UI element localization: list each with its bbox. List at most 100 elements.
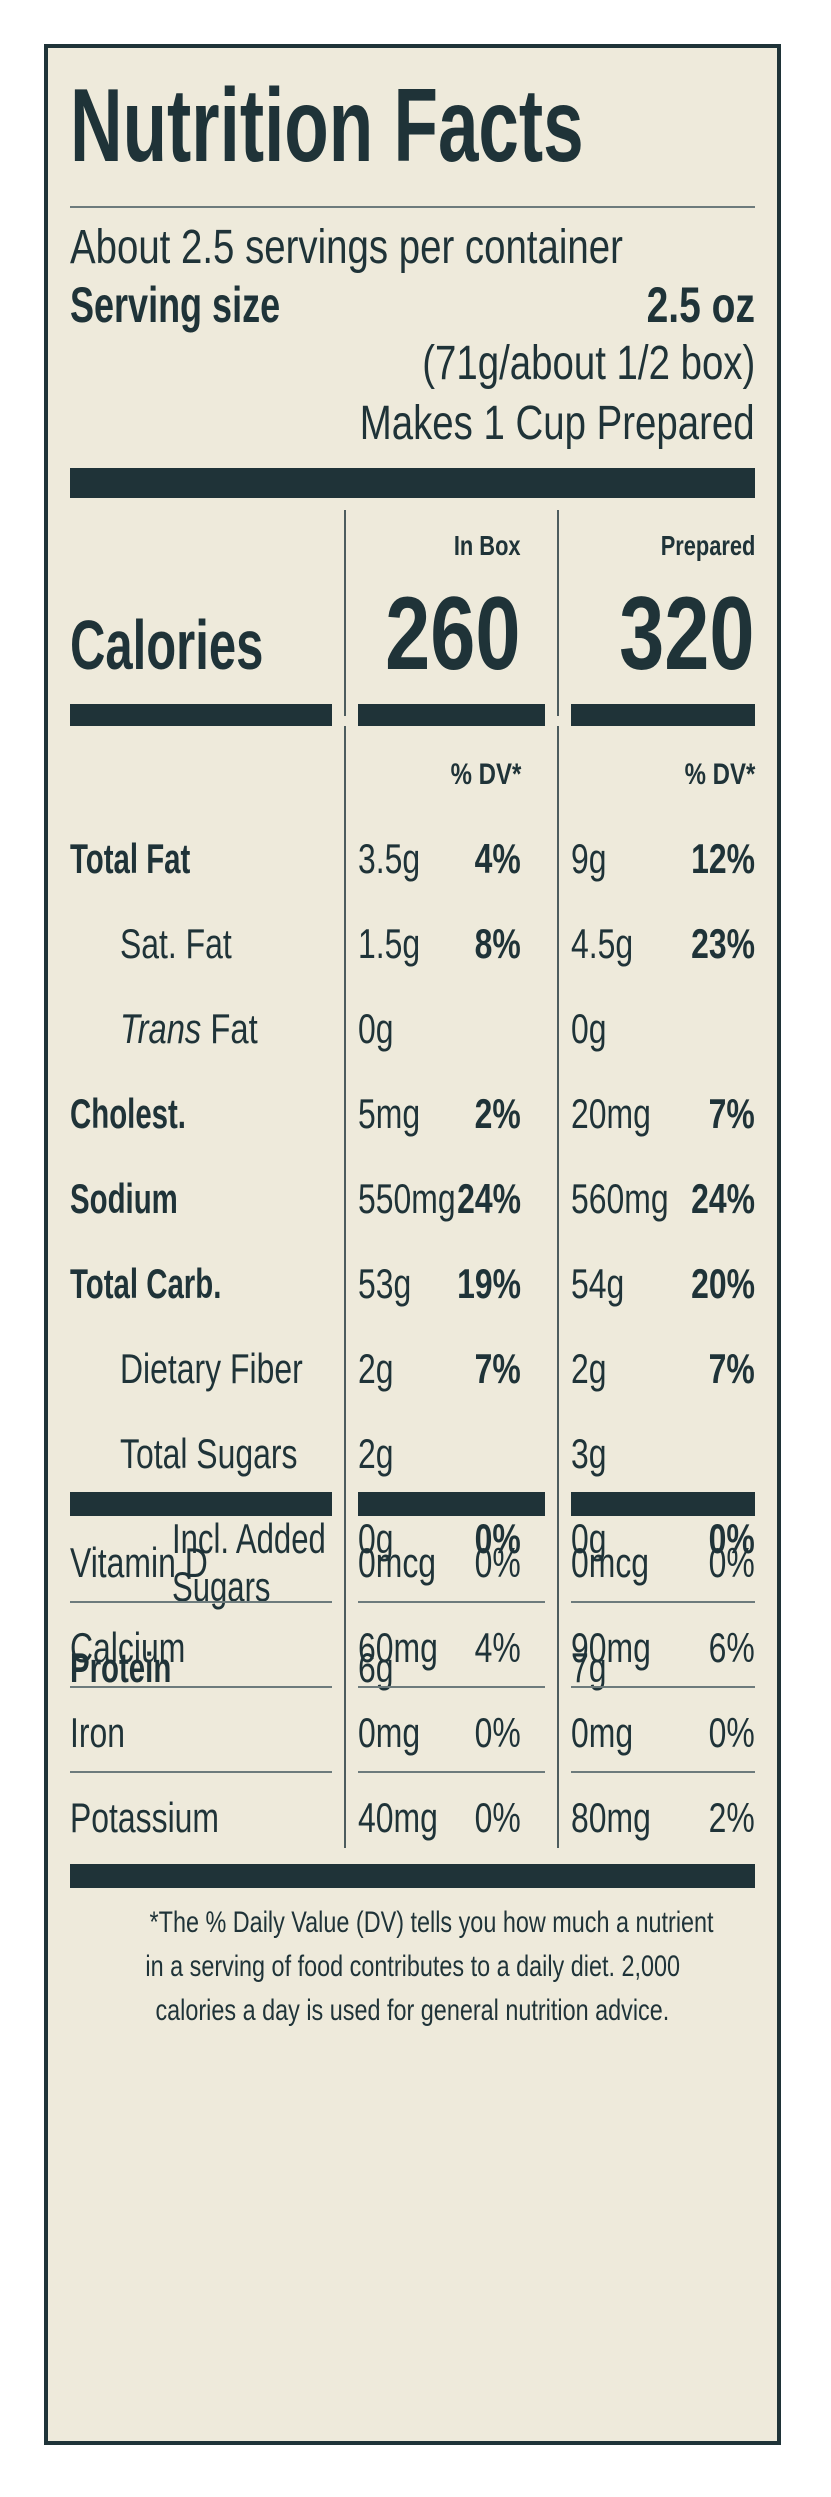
vitamin-row-2-in-box-amount: 0mg <box>358 1709 421 1756</box>
vitamin-row-2-rule-2 <box>571 1771 755 1773</box>
label-title: Nutrition Facts <box>70 68 584 184</box>
calories-bar-in-box <box>358 704 545 726</box>
nutrient-row-9-prepared-amount: 7g <box>571 1644 607 1691</box>
vitamin-row-3-in-box-dv: 0% <box>474 1794 521 1841</box>
calories-in-box: 260 <box>385 576 521 692</box>
nutrient-row-3-name: Cholest. <box>70 1090 186 1137</box>
vitamin-row-0-rule-1 <box>358 1601 545 1603</box>
vitamin-row-1-rule-0 <box>70 1686 332 1688</box>
title-rule <box>70 206 755 208</box>
serving-size-detail: (71g/about 1/2 box) <box>421 337 755 390</box>
nutrient-row-4-prepared-dv: 24% <box>691 1175 755 1222</box>
calories-label: Calories <box>70 606 264 684</box>
nutrition-facts-label: Nutrition Facts About 2.5 servings per c… <box>44 44 781 2445</box>
nutrient-row-9-in-box-amount: 6g <box>358 1644 394 1691</box>
servings-per-container: About 2.5 servings per container <box>70 221 623 274</box>
nutrient-row-8-prepared-amount: 0g <box>571 1515 607 1562</box>
nutrient-row-6-in-box-dv: 7% <box>474 1345 521 1392</box>
nutrient-row-0-in-box-amount: 3.5g <box>358 835 421 882</box>
footnote-line-1: *The % Daily Value (DV) tells you how mu… <box>149 1906 714 1939</box>
nutrient-row-5-name: Total Carb. <box>70 1260 222 1307</box>
vitamin-row-3-prepared-amount: 80mg <box>571 1794 651 1841</box>
nutrient-row-4-in-box-dv: 24% <box>457 1175 521 1222</box>
nutrient-row-7-in-box-amount: 2g <box>358 1430 394 1477</box>
column-header-in-box: In Box <box>454 530 521 561</box>
vitamin-row-3-name: Potassium <box>70 1794 220 1841</box>
nutrient-row-5-prepared-amount: 54g <box>571 1260 625 1307</box>
nutrient-row-0-name: Total Fat <box>70 835 191 882</box>
nutrient-row-4-in-box-amount: 550mg <box>358 1175 456 1222</box>
nutrient-row-4-prepared-amount: 560mg <box>571 1175 669 1222</box>
nutrient-row-1-name: Sat. Fat <box>120 920 232 967</box>
serving-size-value: 2.5 oz <box>646 277 755 333</box>
nutrient-row-8-name-line-1: Incl. Added <box>172 1515 326 1562</box>
column-header-prepared: Prepared <box>660 530 755 561</box>
vitamin-row-2-name: Iron <box>70 1709 126 1756</box>
nutrient-row-1-in-box-dv: 8% <box>474 920 521 967</box>
nutrient-row-8-in-box-amount: 0g <box>358 1515 394 1562</box>
vitamin-row-2-rule-1 <box>358 1771 545 1773</box>
serving-size-label: Serving size <box>70 277 281 333</box>
vitamin-row-3-in-box-amount: 40mg <box>358 1794 438 1841</box>
nutrient-row-6-name: Dietary Fiber <box>120 1345 303 1392</box>
nutrient-row-1-prepared-dv: 23% <box>691 920 755 967</box>
column-separator-2 <box>557 726 559 1848</box>
nutrient-row-3-prepared-amount: 20mg <box>571 1090 651 1137</box>
calories-bar-prepared <box>571 704 755 726</box>
nutrient-row-6-prepared-dv: 7% <box>708 1345 755 1392</box>
vitamin-row-3-prepared-dv: 2% <box>708 1794 755 1841</box>
vitamin-row-1-rule-2 <box>571 1686 755 1688</box>
nutrient-row-6-prepared-amount: 2g <box>571 1345 607 1392</box>
nutrient-row-5-prepared-dv: 20% <box>691 1260 755 1307</box>
vitamin-row-0-rule-2 <box>571 1601 755 1603</box>
nutrient-row-1-in-box-amount: 1.5g <box>358 920 421 967</box>
nutrient-row-2-in-box-amount: 0g <box>358 1005 394 1052</box>
nutrient-row-5-in-box-amount: 53g <box>358 1260 412 1307</box>
nutrient-row-1-prepared-amount: 4.5g <box>571 920 634 967</box>
vitamin-row-2-prepared-amount: 0mg <box>571 1709 634 1756</box>
dv-header-in-box: % DV* <box>450 758 521 791</box>
nutrient-row-0-prepared-dv: 12% <box>691 835 755 882</box>
footnote-line-3: calories a day is used for general nutri… <box>155 1994 670 2027</box>
nutrient-row-0-in-box-dv: 4% <box>474 835 521 882</box>
nutrient-row-3-in-box-dv: 2% <box>474 1090 521 1137</box>
protein-bar-0 <box>70 1492 332 1516</box>
column-separator-1-top <box>344 510 346 716</box>
vitamin-row-1-rule-1 <box>358 1686 545 1688</box>
vitamin-row-0-rule-0 <box>70 1601 332 1603</box>
vitamin-row-0-in-box-dv: 0% <box>474 1539 521 1586</box>
thick-bar-top <box>70 468 755 498</box>
vitamin-row-1-in-box-dv: 4% <box>474 1624 521 1671</box>
vitamin-row-2-prepared-dv: 0% <box>708 1709 755 1756</box>
nutrient-row-8-in-box-dv: 0% <box>474 1515 521 1562</box>
calories-bar-label <box>70 704 332 726</box>
vitamin-row-0-name: Vitamin D <box>70 1539 208 1586</box>
nutrient-row-8-name-line-2: Sugars <box>172 1563 271 1610</box>
nutrient-row-2-prepared-amount: 0g <box>571 1005 607 1052</box>
vitamin-row-0-prepared-amount: 0mcg <box>571 1539 650 1586</box>
vitamin-row-0-in-box-amount: 0mcg <box>358 1539 437 1586</box>
column-separator-2-top <box>557 510 559 716</box>
nutrient-row-0-prepared-amount: 9g <box>571 835 607 882</box>
protein-bar-2 <box>571 1492 755 1516</box>
nutrient-row-7-prepared-amount: 3g <box>571 1430 607 1477</box>
dv-header-prepared: % DV* <box>684 758 755 791</box>
nutrient-row-9-name: Protein <box>70 1644 172 1691</box>
column-separator-1 <box>344 726 346 1848</box>
vitamin-row-1-name: Calcium <box>70 1624 186 1671</box>
nutrient-row-4-name: Sodium <box>70 1175 178 1222</box>
thick-bar-bottom <box>70 1864 755 1888</box>
nutrient-row-5-in-box-dv: 19% <box>457 1260 521 1307</box>
vitamin-row-1-prepared-dv: 6% <box>708 1624 755 1671</box>
vitamin-row-0-prepared-dv: 0% <box>708 1539 755 1586</box>
nutrient-row-8-prepared-dv: 0% <box>708 1515 755 1562</box>
vitamin-row-1-prepared-amount: 90mg <box>571 1624 651 1671</box>
vitamin-row-1-in-box-amount: 60mg <box>358 1624 438 1671</box>
protein-bar-1 <box>358 1492 545 1516</box>
footnote-line-2: in a serving of food contributes to a da… <box>145 1950 681 1983</box>
nutrient-row-6-in-box-amount: 2g <box>358 1345 394 1392</box>
vitamin-row-2-in-box-dv: 0% <box>474 1709 521 1756</box>
nutrient-row-3-in-box-amount: 5mg <box>358 1090 421 1137</box>
nutrient-row-3-prepared-dv: 7% <box>708 1090 755 1137</box>
makes-prepared: Makes 1 Cup Prepared <box>360 397 755 450</box>
